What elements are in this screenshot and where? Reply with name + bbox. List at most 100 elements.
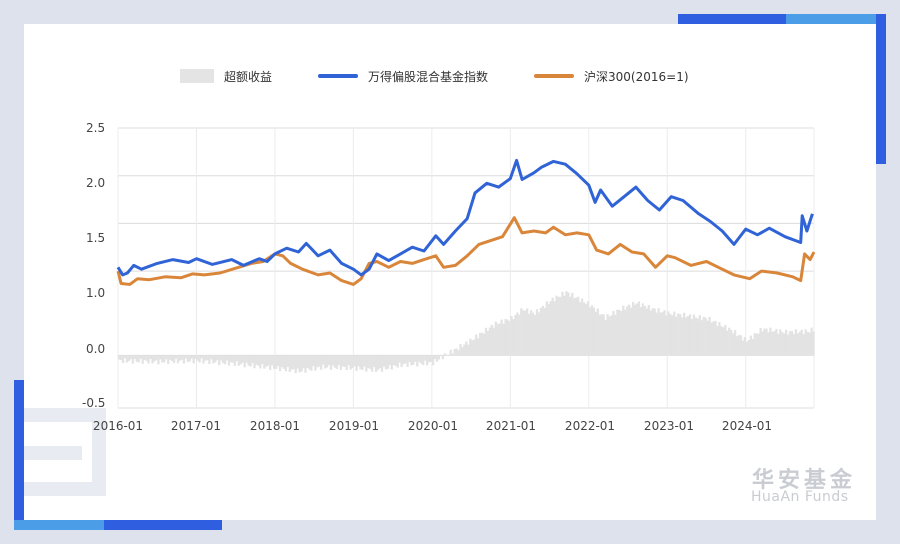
excess-return-bar <box>539 307 543 356</box>
excess-return-bar <box>777 333 780 356</box>
excess-return-bar <box>459 344 462 356</box>
excess-return-bar <box>657 308 660 356</box>
excess-return-bar <box>414 355 417 362</box>
excess-return-bar <box>724 324 727 356</box>
excess-return-bar <box>447 354 450 356</box>
excess-return-bar <box>218 355 221 366</box>
x-tick-label: 2022-01 <box>564 419 616 433</box>
excess-return-bar <box>743 336 747 356</box>
excess-return-bar <box>730 329 733 356</box>
excess-return-bar <box>531 312 535 356</box>
excess-return-bar <box>424 355 427 361</box>
excess-return-bar <box>288 355 291 372</box>
excess-return-bar <box>547 303 550 356</box>
excess-return-bar <box>339 355 342 370</box>
excess-return-bar <box>355 355 358 371</box>
excess-return-bar <box>118 355 121 360</box>
excess-return-bar <box>624 309 627 356</box>
excess-return-bar <box>337 355 341 365</box>
excess-return-bar <box>573 298 576 356</box>
excess-return-bar <box>626 306 629 356</box>
excess-return-bar <box>398 355 401 363</box>
excess-return-bar <box>602 314 605 356</box>
excess-return-bar <box>633 304 637 356</box>
excess-return-bar <box>255 355 258 365</box>
excess-return-bar <box>388 355 392 366</box>
excess-return-bar <box>798 331 801 356</box>
excess-return-bar <box>380 355 384 372</box>
excess-return-bar <box>359 355 362 370</box>
accent-bar-top-right-light <box>786 14 878 24</box>
excess-return-bar <box>612 311 615 356</box>
excess-return-bar <box>390 355 393 370</box>
excess-return-bar <box>680 317 684 356</box>
excess-return-bar <box>463 344 466 356</box>
x-tick-label: 2016-01 <box>92 419 144 433</box>
excess-return-bar <box>308 355 311 370</box>
excess-return-bar <box>151 355 154 364</box>
excess-return-bar <box>696 318 699 356</box>
excess-return-bar <box>225 355 229 361</box>
excess-return-bar <box>433 355 437 360</box>
excess-return-bar <box>127 355 131 361</box>
excess-return-bar <box>229 355 233 363</box>
excess-return-bar <box>675 316 678 356</box>
excess-return-bar <box>188 355 191 362</box>
series-line-csi300 <box>116 216 816 286</box>
excess-return-bar <box>216 355 219 361</box>
excess-return-bar <box>376 355 380 370</box>
excess-return-bar <box>259 355 262 369</box>
excess-return-bar <box>237 355 240 366</box>
excess-return-bar <box>304 355 307 373</box>
excess-return-bar <box>157 355 160 365</box>
excess-return-bar <box>412 355 415 365</box>
excess-return-bar <box>594 311 597 356</box>
excess-return-bar <box>473 339 476 356</box>
excess-return-bar <box>180 355 184 360</box>
excess-return-bar <box>661 312 664 356</box>
excess-return-bar <box>514 314 517 356</box>
excess-return-bar <box>278 355 282 372</box>
excess-return-bar <box>149 355 152 359</box>
excess-return-bar <box>728 327 731 356</box>
excess-return-bar <box>622 305 625 356</box>
excess-return-bar <box>663 310 666 356</box>
excess-return-bar <box>763 328 766 356</box>
excess-return-bar <box>796 333 800 356</box>
excess-return-bar <box>284 355 288 372</box>
excess-return-bar <box>478 333 482 356</box>
excess-return-bar <box>639 307 643 356</box>
excess-return-bar <box>492 327 495 356</box>
excess-return-bar <box>761 331 764 356</box>
excess-return-bar <box>282 355 286 369</box>
excess-return-bar <box>504 319 507 356</box>
excess-return-bar <box>732 333 735 356</box>
excess-return-bar <box>500 319 503 356</box>
excess-return-bar <box>561 291 564 356</box>
excess-return-bar <box>584 304 588 356</box>
excess-return-bar <box>290 355 293 370</box>
excess-return-bar <box>726 330 729 356</box>
excess-return-bar <box>165 355 168 360</box>
excess-return-bar <box>263 355 266 369</box>
excess-return-bar <box>486 330 490 356</box>
excess-return-bar <box>755 333 758 356</box>
excess-return-bar <box>347 355 350 366</box>
excess-return-bar <box>598 314 601 356</box>
x-tick-label: 2021-01 <box>485 419 537 433</box>
excess-return-bar <box>406 355 409 367</box>
excess-return-bar <box>806 331 809 356</box>
excess-return-bar <box>253 355 256 369</box>
excess-return-bar <box>475 334 478 356</box>
excess-return-bar <box>488 327 492 356</box>
excess-return-bar <box>545 301 548 356</box>
x-tick-label: 2024-01 <box>721 419 773 433</box>
excess-return-bar <box>320 355 323 370</box>
excess-return-bar <box>720 326 723 356</box>
excess-return-bar <box>204 355 207 361</box>
excess-return-bar <box>210 355 213 360</box>
y-tick-label: 1.0 <box>86 286 106 300</box>
excess-return-bar <box>382 355 386 367</box>
excess-return-bar <box>196 355 199 361</box>
watermark-frame-inner <box>24 446 82 460</box>
